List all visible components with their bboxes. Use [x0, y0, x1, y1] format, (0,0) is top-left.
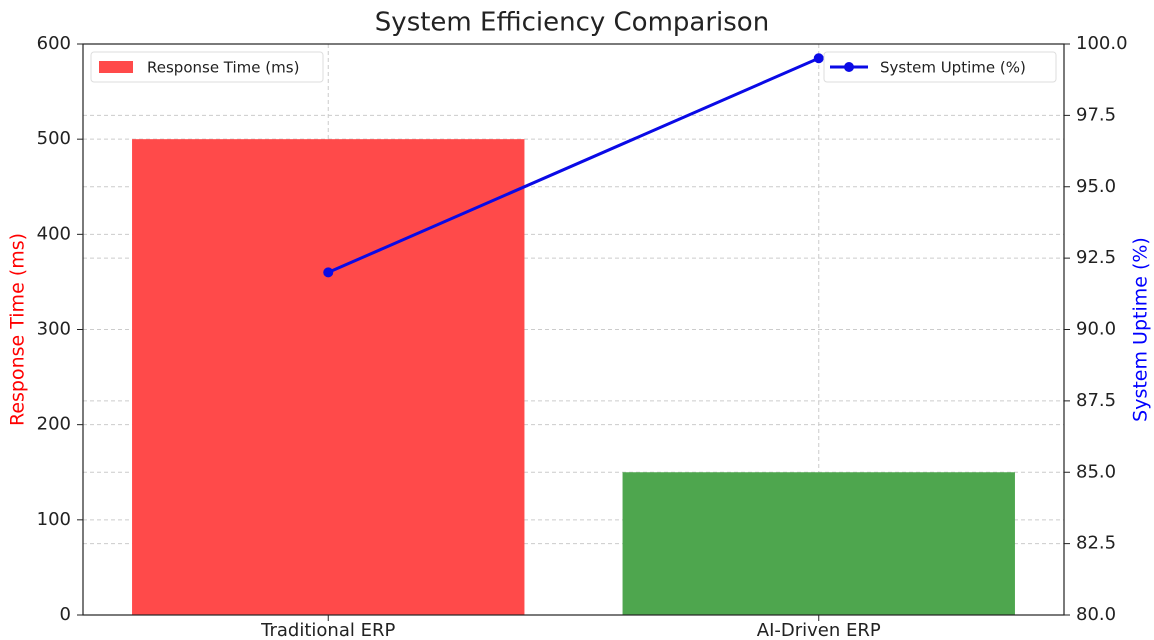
point — [813, 53, 824, 64]
point — [323, 267, 334, 278]
legend-marker — [844, 62, 854, 72]
bar — [132, 139, 525, 615]
y-tick-label: 400 — [37, 223, 71, 244]
y-tick-label: 100 — [37, 509, 71, 530]
y2-tick-label: 80.0 — [1076, 604, 1116, 625]
legend-label: Response Time (ms) — [147, 59, 299, 77]
y2-tick-label: 82.5 — [1076, 533, 1116, 554]
legend-swatch — [99, 61, 133, 73]
legend-box — [823, 51, 1057, 83]
y-tick-label: 600 — [37, 33, 71, 54]
legend: System Uptime (%) — [823, 51, 1057, 83]
plot-frame — [82, 43, 1065, 616]
line — [327, 56, 820, 274]
y2-tick-label: 100.0 — [1076, 33, 1128, 54]
y-tick-label: 500 — [37, 128, 71, 149]
y-tick-label: 0 — [60, 604, 71, 625]
x-tick-label: AI-Driven ERP — [757, 620, 881, 640]
legend-box — [90, 51, 324, 83]
y2-tick-label: 90.0 — [1076, 319, 1116, 340]
marks — [132, 53, 1015, 615]
y-axis-label: Response Time (ms) — [7, 233, 29, 426]
x-tick-label: Traditional ERP — [260, 620, 395, 640]
y2-tick-label: 97.5 — [1076, 104, 1116, 125]
y2-tick-label: 92.5 — [1076, 247, 1116, 268]
legend-label: System Uptime (%) — [880, 59, 1026, 77]
bar — [622, 472, 1015, 615]
y2-tick-label: 95.0 — [1076, 176, 1116, 197]
y2-tick-label: 85.0 — [1076, 461, 1116, 482]
y2-axis-label: System Uptime (%) — [1130, 237, 1152, 422]
y2-tick-label: 87.5 — [1076, 390, 1116, 411]
chart-title: System Efficiency Comparison — [375, 8, 769, 38]
legend: Response Time (ms) — [90, 51, 324, 83]
y-tick-label: 300 — [37, 319, 71, 340]
y-tick-label: 200 — [37, 414, 71, 435]
